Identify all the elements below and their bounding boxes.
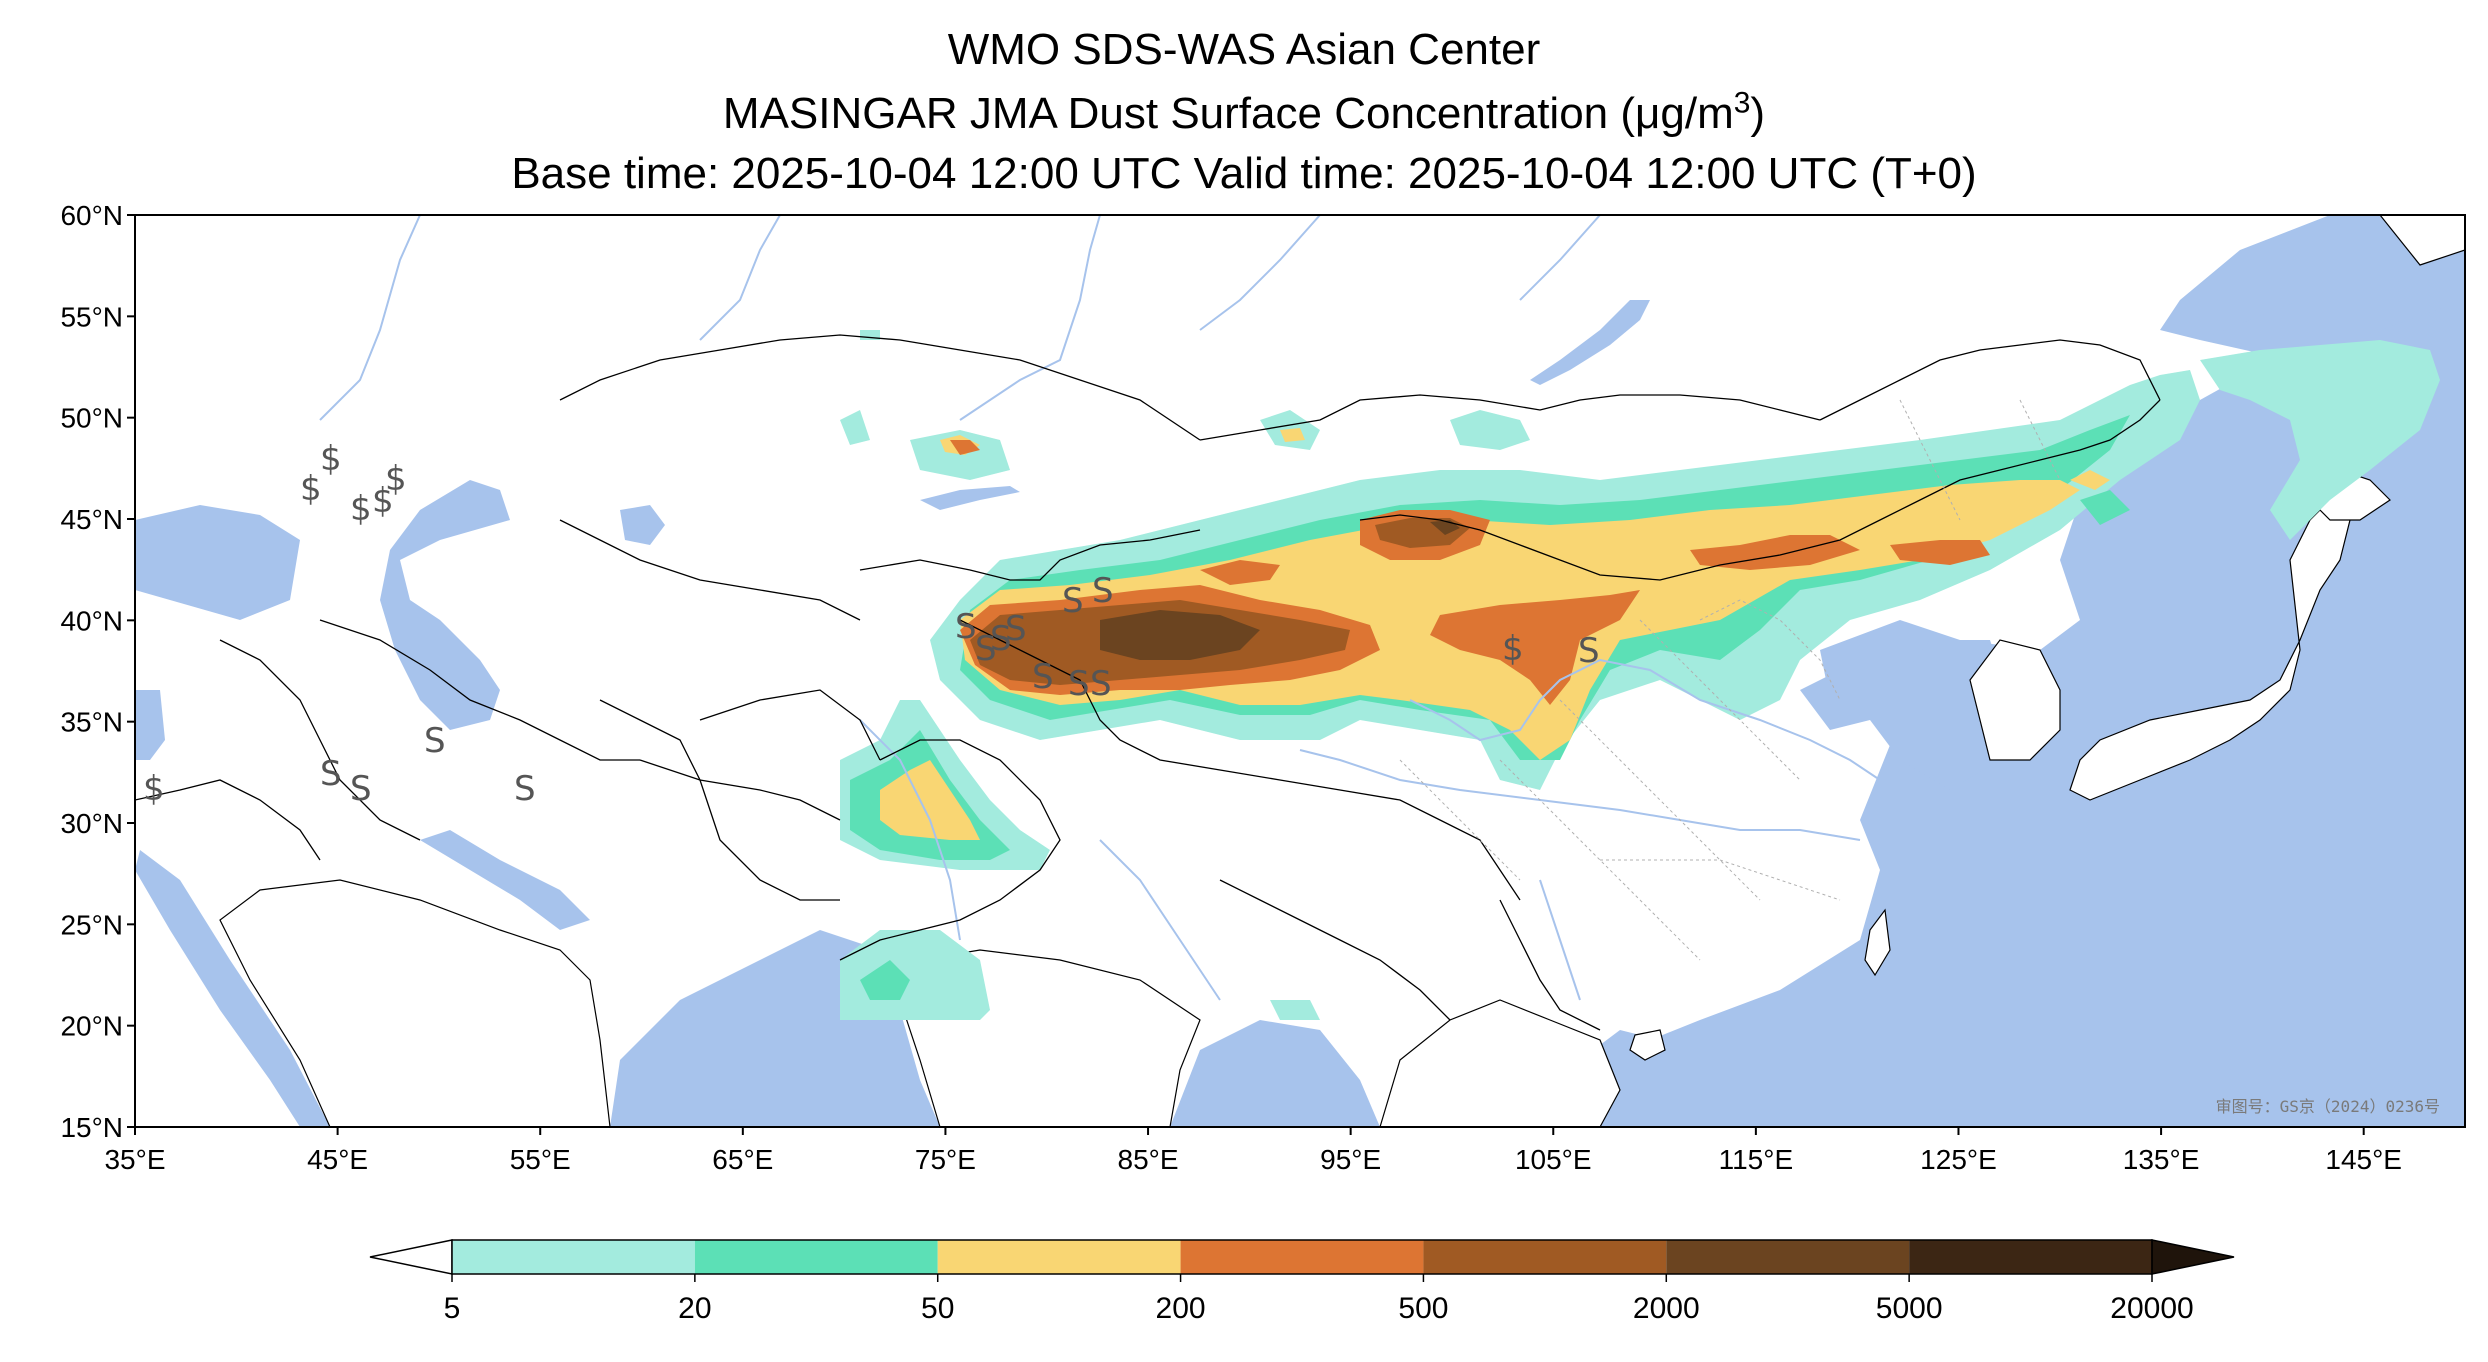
lat-tick-label: 30°N <box>60 808 123 839</box>
dust-symbol: $ <box>1502 629 1524 669</box>
colorbar-level-label: 20 <box>678 1292 711 1325</box>
dust-symbol: S <box>975 629 997 669</box>
persian-gulf <box>420 830 590 930</box>
subtitle-close: ) <box>1750 89 1766 138</box>
colorbar-level-label: 5 <box>444 1292 461 1325</box>
lon-tick-label: 125°E <box>1920 1144 1997 1175</box>
red-sea <box>135 850 330 1127</box>
lat-tick-label: 20°N <box>60 1011 123 1042</box>
longitude-axis: 35°E 45°E 55°E 65°E 75°E 85°E 95°E 105°E 115°E 12… <box>104 1127 2402 1175</box>
lon-tick-label: 115°E <box>1719 1144 1794 1175</box>
colorbar-segment <box>1180 1240 1424 1274</box>
lon-tick-label: 65°E <box>712 1144 773 1175</box>
dust-weather-symbols: $ $ $ $ $ $ S S S S S S S S S S S S S $ … <box>143 439 1600 809</box>
subtitle-text: MASINGAR JMA Dust Surface Concentration … <box>722 89 1636 138</box>
time-info: Base time: 2025-10-04 12:00 UTC Valid ti… <box>511 149 1977 198</box>
dust-symbol: S <box>320 754 342 794</box>
lat-tick-label: 50°N <box>60 403 123 434</box>
dust-symbol: $ <box>385 459 407 499</box>
colorbar-level-label: 50 <box>921 1292 954 1325</box>
dust-symbol: S <box>1068 664 1090 704</box>
dust-symbol: $ <box>300 469 322 509</box>
taiwan-island <box>1864 908 1891 977</box>
rivers-layer <box>319 215 1881 1001</box>
colorbar-segment <box>1909 1240 2152 1274</box>
dust-symbol: $ <box>320 439 342 479</box>
colorbar-level-label: 5000 <box>1876 1292 1943 1325</box>
dust-symbol: S <box>424 721 446 761</box>
dust-symbol: $ <box>350 489 372 529</box>
lon-tick-label: 45°E <box>307 1144 368 1175</box>
lake-balkhash <box>920 486 1020 510</box>
latitude-axis: 60°N 55°N 50°N 45°N 40°N 35°N 30°N 25°N 20°N 15°N <box>60 200 135 1143</box>
colorbar-segment <box>937 1240 1181 1274</box>
lat-tick-label: 25°N <box>60 909 123 940</box>
korea-peninsula <box>1969 639 2061 761</box>
subtitle-unit-exponent: 3 <box>1733 86 1751 120</box>
lat-tick-label: 45°N <box>60 504 123 535</box>
lon-tick-label: 135°E <box>2123 1144 2200 1175</box>
japan-island <box>2069 499 2351 801</box>
aral-sea <box>620 505 665 545</box>
sea-of-okhotsk <box>2200 215 2465 360</box>
dust-symbol: S <box>1062 581 1084 621</box>
country-borders <box>135 334 2161 1031</box>
lat-tick-label: 40°N <box>60 605 123 636</box>
lon-tick-label: 55°E <box>510 1144 571 1175</box>
map-approval-watermark: 审图号：GS京（2024）0236号 <box>2216 1097 2440 1116</box>
colorbar-under-arrow <box>369 1239 453 1275</box>
dust-symbol: S <box>955 607 977 647</box>
colorbar-segment <box>1666 1240 1910 1274</box>
lat-tick-label: 55°N <box>60 301 123 332</box>
dust-symbol: S <box>514 769 536 809</box>
lat-tick-label: 35°N <box>60 707 123 738</box>
dust-symbol: S <box>1090 664 1112 704</box>
colorbar-frame <box>451 1239 2153 1275</box>
colorbar-level-label: 500 <box>1398 1292 1448 1325</box>
lon-tick-label: 35°E <box>104 1144 165 1175</box>
hainan-island <box>1629 1029 1666 1061</box>
map-frame <box>134 214 2466 1128</box>
map-area: $ $ $ $ $ $ S S S S S S S S S S S S S $ … <box>135 215 2465 1127</box>
lon-tick-label: 145°E <box>2325 1144 2402 1175</box>
dust-symbol: S <box>1578 631 1600 671</box>
dust-symbol: S <box>1092 571 1114 611</box>
yellow-sea <box>1800 640 2010 790</box>
colorbar-level-label: 2000 <box>1633 1292 1700 1325</box>
colorbar-level-label: 20000 <box>2110 1292 2193 1325</box>
lon-tick-label: 95°E <box>1320 1144 1381 1175</box>
chart-title: WMO SDS-WAS Asian Center <box>947 25 1541 74</box>
arabia-land <box>219 879 611 1127</box>
dust-symbol: S <box>1032 657 1054 697</box>
mediterranean-sea <box>135 690 165 760</box>
lat-tick-label: 15°N <box>60 1112 123 1143</box>
lake-baikal <box>1530 300 1650 385</box>
lon-tick-label: 75°E <box>915 1144 976 1175</box>
subtitle-unit: μg/m <box>1635 89 1734 138</box>
indochina-land <box>1379 999 1621 1127</box>
dust-symbol: $ <box>372 481 394 521</box>
colorbar-segment <box>694 1240 938 1274</box>
dust-symbol: S <box>1005 609 1027 649</box>
dust-concentration-layer <box>840 330 2440 1020</box>
colorbar-level-label: 200 <box>1156 1292 1206 1325</box>
colorbar-segment <box>1423 1240 1667 1274</box>
province-borders <box>1399 399 2061 961</box>
lon-tick-label: 105°E <box>1515 1144 1592 1175</box>
bay-of-bengal <box>1170 1020 1380 1127</box>
colorbar: 5 20 50 200 500 2000 5000 20000 <box>369 1239 2235 1325</box>
lon-tick-label: 85°E <box>1118 1144 1179 1175</box>
dust-symbol: S <box>350 769 372 809</box>
colorbar-over-arrow <box>2151 1239 2235 1275</box>
kamchatka-land <box>2379 215 2465 266</box>
dust-symbol: S <box>990 619 1012 659</box>
caspian-sea <box>380 480 510 730</box>
black-sea <box>135 505 300 620</box>
dust-symbol: $ <box>143 769 165 809</box>
lat-tick-label: 60°N <box>60 200 123 231</box>
colorbar-segment <box>452 1240 695 1274</box>
chart-subtitle: MASINGAR JMA Dust Surface Concentration … <box>0 86 2488 142</box>
